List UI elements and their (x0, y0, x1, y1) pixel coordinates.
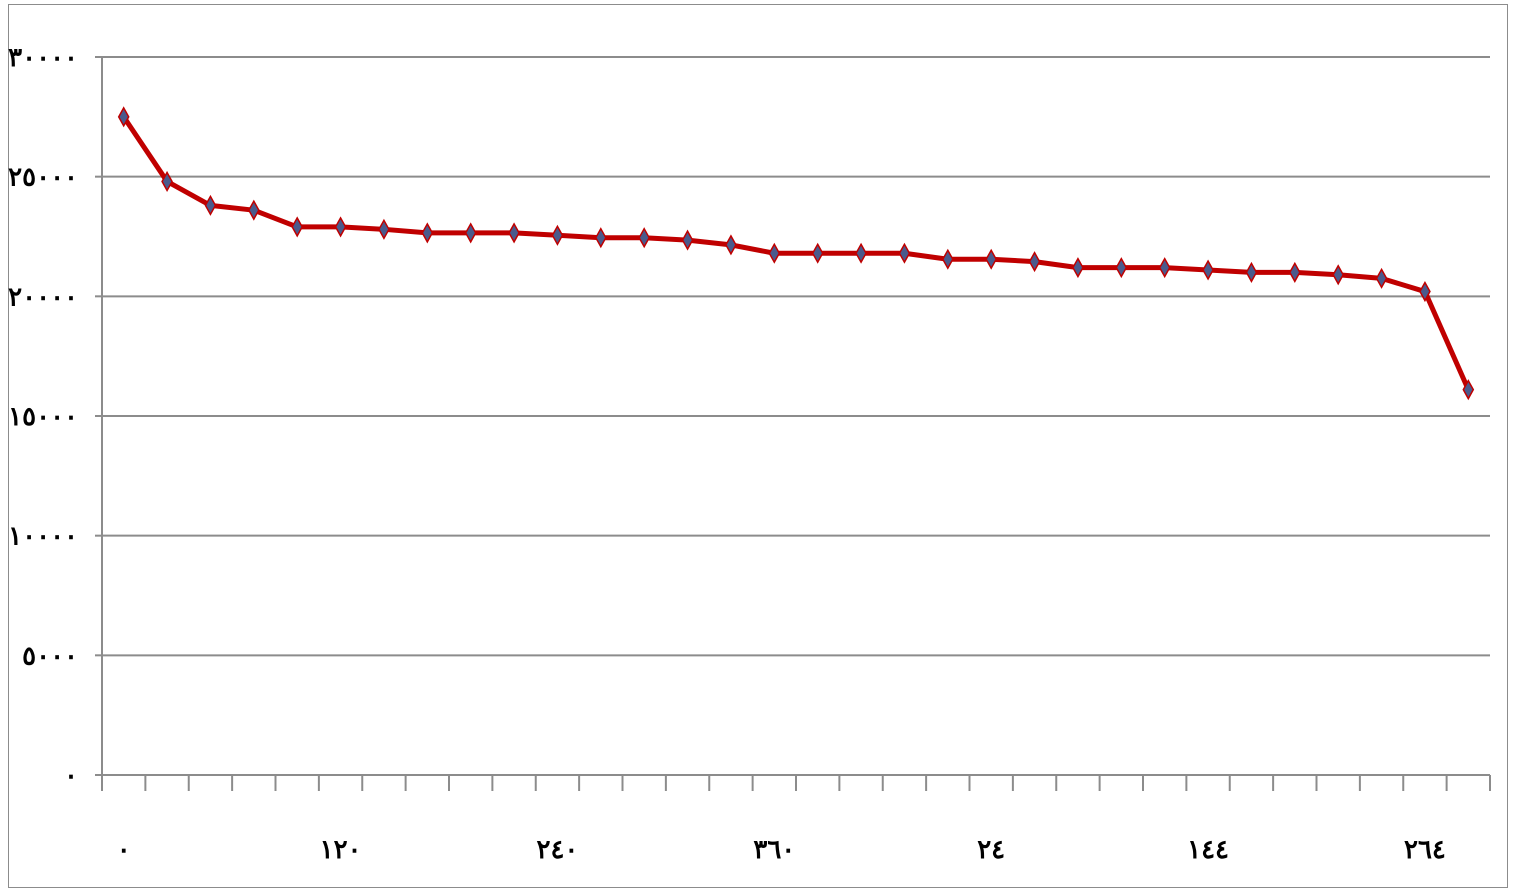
data-point-marker (768, 242, 781, 264)
y-tick-label: ٠ (64, 761, 78, 791)
x-tick-label: ٢٦٤ (1404, 835, 1446, 865)
y-tick-label: ١٠٠٠٠ (8, 522, 78, 552)
data-point-marker (1158, 257, 1171, 279)
y-tick-label: ٢٥٠٠٠ (8, 163, 78, 193)
chart-frame (8, 4, 1508, 888)
data-point-marker (1288, 261, 1301, 283)
x-tick-labels: ٠ ١٢٠ ٢٤٠ ٣٦٠ ٢٤ ١٤٤ ٢٦٤ (117, 835, 1446, 865)
data-point-marker (161, 170, 173, 192)
x-tick-label: ٢٤٠ (536, 835, 578, 865)
x-tick-label: ٠ (117, 835, 131, 865)
data-point-marker (811, 242, 824, 264)
axes (95, 56, 1491, 791)
data-point-marker (1028, 251, 1041, 273)
y-tick-labels: ٠ ٥٠٠٠ ١٠٠٠٠ ١٥٠٠٠ ٢٠٠٠٠ ٢٥٠٠٠ ٣٠٠٠٠ (8, 43, 78, 791)
data-point-marker (898, 242, 911, 264)
data-point-marker (551, 224, 564, 246)
data-point-marker (1462, 379, 1475, 401)
data-point-marker (855, 242, 867, 264)
data-point-marker (1375, 267, 1388, 289)
x-tick-label: ٢٤ (977, 835, 1005, 865)
series-line (121, 114, 1471, 393)
y-tick-label: ٣٠٠٠٠ (8, 43, 78, 73)
y-tick-label: ٢٠٠٠٠ (8, 282, 78, 312)
y-tick-label: ٥٠٠٠ (22, 641, 78, 671)
data-point-marker (334, 216, 347, 238)
x-tick-label: ٣٦٠ (753, 835, 795, 865)
data-point-marker (725, 234, 737, 256)
gridlines (102, 56, 1490, 657)
data-point-marker (508, 222, 520, 244)
y-tick-label: ١٥٠٠٠ (8, 402, 78, 432)
x-tick-label: ١٤٤ (1187, 835, 1229, 865)
x-tick-label: ١٢٠ (320, 835, 362, 865)
data-point-marker (117, 106, 130, 128)
data-point-marker (204, 194, 217, 216)
data-point-marker (941, 248, 954, 270)
data-point-marker (594, 227, 607, 249)
data-point-marker (1202, 259, 1214, 281)
data-point-marker (421, 222, 434, 244)
data-point-marker (1419, 281, 1431, 303)
data-point-marker (291, 216, 304, 238)
data-point-marker (985, 248, 998, 270)
data-point-marker (378, 218, 390, 240)
data-point-marker (1072, 257, 1084, 279)
data-point-marker (247, 199, 260, 221)
data-point-marker (464, 222, 477, 244)
data-point-marker (1245, 261, 1258, 283)
series (117, 106, 1475, 401)
data-point-marker (1115, 257, 1128, 279)
data-point-marker (681, 229, 694, 251)
data-point-marker (638, 227, 651, 249)
data-point-marker (1332, 264, 1345, 286)
